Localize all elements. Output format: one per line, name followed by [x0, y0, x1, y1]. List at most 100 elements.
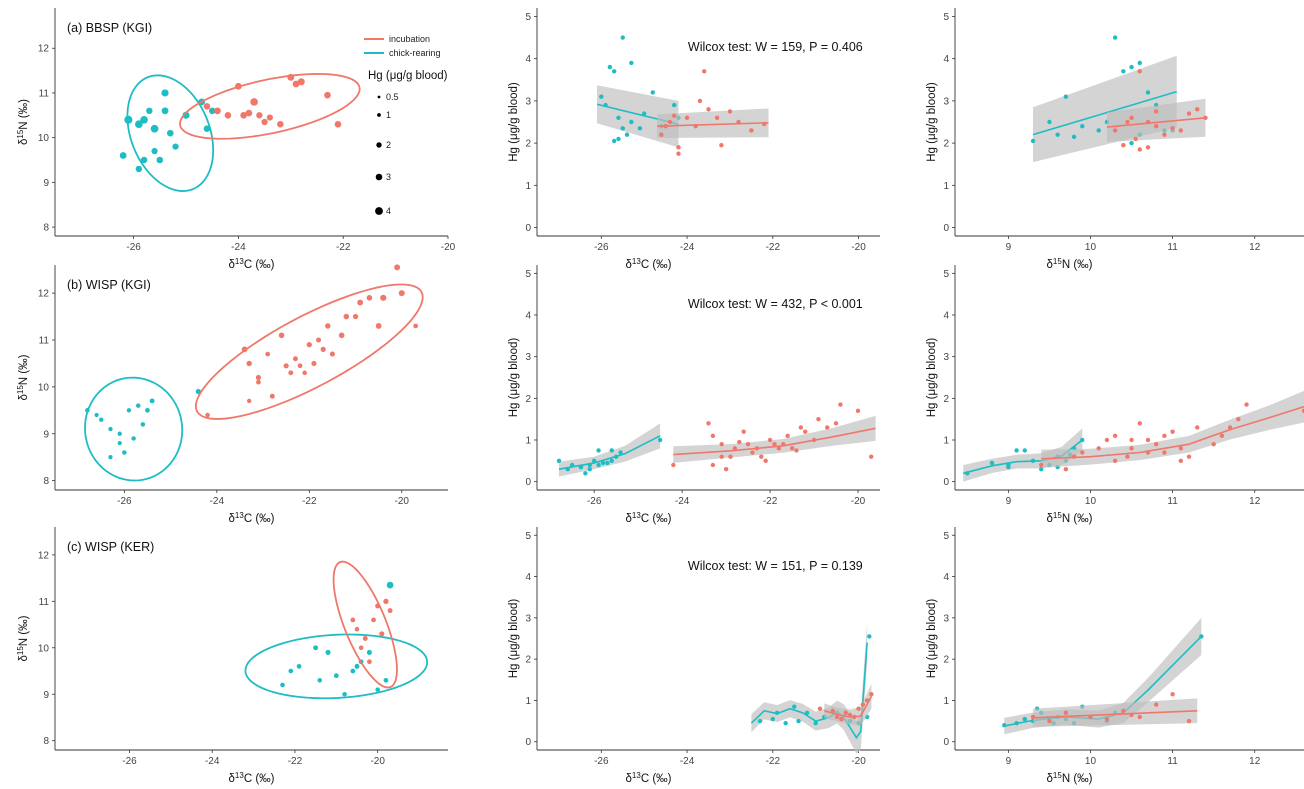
- data-point: [1244, 402, 1249, 407]
- data-point: [151, 147, 158, 155]
- data-point: [140, 156, 148, 164]
- y-tick-label: 4: [943, 572, 949, 583]
- data-point: [1047, 718, 1052, 724]
- data-point: [556, 458, 562, 464]
- y-axis-title: Hg (μg/g blood): [508, 82, 520, 162]
- data-point: [316, 337, 322, 343]
- y-tick-label: 0: [943, 477, 949, 488]
- confidence-band: [558, 423, 661, 477]
- y-tick-label: 8: [43, 223, 49, 234]
- data-point: [706, 107, 711, 112]
- x-axis-title: δ13C (‰): [626, 257, 672, 272]
- fit-line: [1032, 709, 1198, 719]
- data-point: [1301, 408, 1304, 414]
- data-point: [672, 113, 677, 118]
- data-point: [750, 450, 755, 455]
- data-point: [235, 82, 242, 90]
- y-axis-title: Hg (μg/g blood): [508, 599, 520, 679]
- data-point: [792, 704, 797, 709]
- data-point: [1137, 421, 1142, 426]
- confidence-band: [751, 621, 868, 754]
- y-tick-label: 0: [525, 737, 531, 748]
- data-point: [578, 464, 584, 470]
- data-point: [1002, 723, 1007, 728]
- y-tick-label: 3: [525, 96, 531, 107]
- data-point: [770, 716, 776, 722]
- data-point: [624, 132, 630, 137]
- data-point: [246, 398, 252, 404]
- data-point: [785, 433, 790, 439]
- data-point: [714, 115, 720, 120]
- data-point: [804, 710, 810, 716]
- data-point: [1199, 634, 1204, 639]
- ellipse-incubation: [332, 560, 398, 689]
- data-point: [813, 720, 818, 726]
- data-point: [371, 617, 376, 623]
- data-point: [1104, 716, 1110, 722]
- data-point: [383, 677, 389, 683]
- y-tick-label: 1: [943, 696, 949, 707]
- fit-line: [1041, 405, 1304, 460]
- data-point: [245, 109, 253, 117]
- data-point: [796, 718, 801, 724]
- data-point: [603, 102, 608, 108]
- series-chick-rearing: [556, 423, 663, 477]
- data-point: [1203, 115, 1208, 120]
- x-tick-label: -22: [766, 242, 781, 253]
- legend-incubation-label: incubation: [389, 34, 430, 44]
- data-point: [1129, 712, 1134, 718]
- data-point: [641, 111, 647, 116]
- y-axis-title: δ15N (‰): [16, 99, 31, 145]
- data-point: [596, 462, 601, 468]
- data-point: [1030, 138, 1036, 144]
- y-axis-title: δ15N (‰): [16, 354, 31, 400]
- data-point: [108, 455, 113, 460]
- data-point: [280, 682, 285, 688]
- data-point: [1063, 94, 1069, 99]
- data-point: [1096, 128, 1101, 133]
- data-point: [583, 471, 588, 476]
- y-tick-label: 8: [43, 476, 49, 487]
- data-point: [1096, 446, 1101, 451]
- data-point: [587, 466, 592, 472]
- x-axis-title: δ13C (‰): [229, 257, 275, 272]
- series-incubation: [1039, 390, 1304, 472]
- data-point: [1039, 462, 1044, 468]
- data-point: [618, 450, 623, 455]
- x-tick-label: 11: [1167, 496, 1178, 507]
- data-point: [256, 112, 263, 119]
- series-chick-rearing: [1030, 35, 1177, 163]
- legend-chick-rearing-label: chick-rearing: [389, 48, 441, 58]
- data-point: [1112, 433, 1118, 439]
- data-point: [860, 702, 866, 707]
- panel-title: (a) BBSP (KGI): [67, 21, 152, 35]
- data-point: [261, 118, 268, 126]
- data-point: [1129, 140, 1134, 146]
- data-point: [789, 446, 795, 451]
- panel-wisp-kgi-c: -26 -24 -22 -20 0 1 2 3 4 5 δ13C (‰) Hg (μg/g blood…: [508, 265, 880, 525]
- wilcox-annotation: Wilcox test: W = 151, P = 0.139: [688, 559, 863, 573]
- data-point: [1236, 416, 1241, 422]
- data-point: [1071, 134, 1077, 139]
- data-point: [1129, 446, 1134, 451]
- y-tick-label: 3: [943, 613, 949, 624]
- data-point: [1088, 714, 1093, 720]
- data-point: [710, 462, 716, 468]
- ellipse-incubation: [179, 73, 361, 140]
- data-point: [122, 450, 127, 455]
- x-tick-label: -26: [117, 496, 132, 507]
- data-point: [203, 103, 211, 110]
- data-point: [1153, 124, 1159, 129]
- panel-bbsp-c: -26 -24 -22 -20 0 1 2 3 4 5 δ13C (‰) Hg (μg/g blood…: [508, 8, 880, 271]
- data-point: [816, 416, 821, 422]
- legend-size-label-3: 3: [386, 172, 391, 182]
- data-point: [1219, 433, 1225, 439]
- data-point: [1129, 115, 1134, 120]
- data-point: [386, 581, 394, 589]
- data-point: [287, 73, 295, 81]
- data-point: [710, 433, 716, 439]
- data-point: [296, 664, 302, 669]
- data-point: [266, 114, 273, 121]
- data-point: [847, 712, 853, 718]
- series-incubation: [671, 402, 876, 472]
